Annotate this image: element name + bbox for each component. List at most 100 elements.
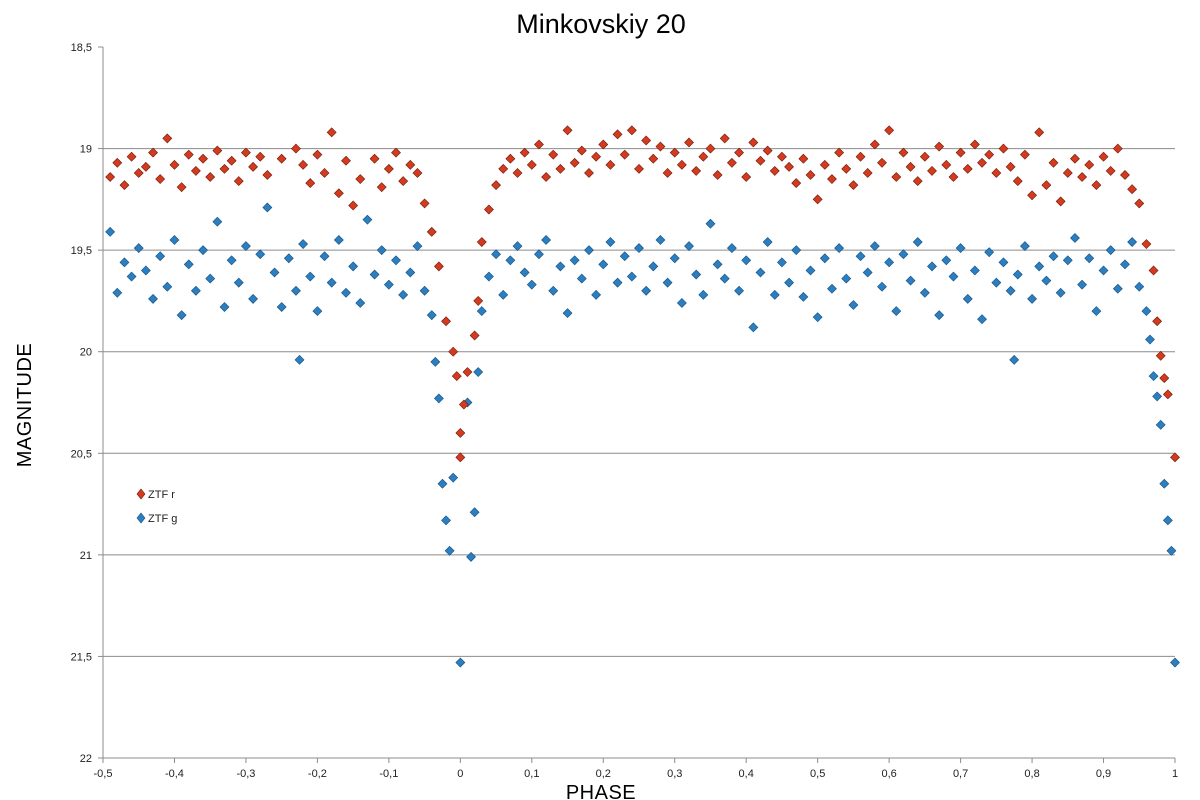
point-ztf-r-109 [877, 157, 887, 168]
point-ztf-g-132 [1005, 285, 1016, 296]
point-ztf-r-116 [927, 165, 937, 176]
point-ztf-g-15 [212, 216, 223, 227]
point-ztf-g-85 [669, 253, 680, 264]
point-ztf-g-36 [355, 298, 366, 308]
point-ztf-g-76 [605, 237, 616, 247]
point-ztf-g-8 [162, 281, 173, 292]
point-ztf-g-99 [769, 289, 780, 300]
point-ztf-g-30 [312, 306, 323, 317]
point-ztf-g-157 [1159, 478, 1170, 489]
point-ztf-r-144 [1127, 184, 1138, 195]
gridlines [103, 148, 1175, 657]
point-ztf-g-75 [598, 259, 609, 270]
point-ztf-r-40 [412, 168, 423, 178]
point-ztf-r-121 [962, 163, 973, 174]
point-ztf-g-150 [1127, 237, 1138, 247]
point-ztf-r-38 [398, 176, 409, 186]
point-ztf-r-9 [169, 159, 180, 170]
point-ztf-r-21 [255, 151, 266, 162]
x-tick-label-4: -0,1 [379, 768, 398, 780]
point-ztf-r-32 [348, 200, 359, 211]
point-ztf-g-63 [512, 241, 523, 252]
point-ztf-g-124 [948, 271, 959, 282]
point-ztf-g-144 [1084, 253, 1095, 264]
point-ztf-g-147 [1105, 245, 1116, 256]
point-ztf-r-75 [634, 163, 644, 174]
point-ztf-r-69 [591, 151, 602, 162]
data-points [105, 125, 1180, 668]
point-ztf-r-84 [698, 151, 709, 162]
point-ztf-g-151 [1134, 281, 1145, 292]
point-ztf-g-72 [576, 273, 587, 284]
x-tick-label-2: -0,3 [236, 768, 255, 780]
point-ztf-r-114 [912, 176, 923, 186]
point-ztf-r-103 [834, 147, 845, 158]
point-ztf-r-73 [619, 149, 630, 160]
point-ztf-g-68 [548, 285, 559, 296]
point-ztf-r-64 [555, 163, 566, 174]
point-ztf-g-129 [984, 247, 995, 258]
point-ztf-r-119 [948, 172, 959, 182]
point-ztf-r-115 [919, 151, 930, 162]
point-ztf-g-74 [591, 289, 602, 300]
legend-label-ztf-g: ZTF g [148, 513, 177, 525]
point-ztf-g-43 [405, 267, 416, 278]
point-ztf-r-5 [140, 161, 151, 172]
point-ztf-g-2 [119, 257, 130, 268]
point-ztf-r-50 [462, 367, 473, 377]
point-ztf-g-108 [834, 243, 845, 254]
x-tick-label-0: -0,5 [94, 768, 113, 780]
y-tick-label-7: 22 [80, 753, 92, 765]
x-tick-label-7: 0,2 [596, 768, 611, 780]
x-tick-label-14: 0,9 [1096, 768, 1111, 780]
point-ztf-g-44 [412, 241, 423, 252]
point-ztf-g-42 [398, 289, 409, 300]
point-ztf-g-127 [969, 265, 980, 276]
point-ztf-r-106 [855, 151, 866, 162]
point-ztf-g-107 [827, 283, 837, 294]
point-ztf-r-63 [548, 149, 559, 160]
point-ztf-g-41 [391, 255, 401, 266]
point-ztf-g-84 [662, 277, 673, 288]
point-ztf-r-8 [162, 133, 173, 144]
point-ztf-r-12 [190, 165, 201, 176]
point-ztf-g-26 [291, 285, 301, 296]
point-ztf-r-129 [1019, 149, 1030, 160]
point-ztf-r-58 [512, 168, 523, 178]
point-ztf-g-86 [676, 298, 687, 308]
point-ztf-g-57 [473, 367, 484, 377]
point-ztf-g-53 [455, 657, 466, 668]
point-ztf-g-133 [1009, 354, 1020, 365]
point-ztf-r-89 [734, 147, 744, 158]
point-ztf-g-23 [269, 267, 280, 278]
point-ztf-r-118 [941, 159, 952, 170]
legend: ZTF r ZTF g [136, 488, 177, 525]
point-ztf-r-51 [469, 330, 480, 341]
point-ztf-r-130 [1027, 190, 1037, 201]
point-ztf-g-92 [719, 273, 730, 284]
point-ztf-g-149 [1120, 259, 1130, 270]
y-tick-label-2: 19,5 [71, 245, 92, 257]
point-ztf-g-11 [183, 259, 194, 270]
y-tick-label-1: 19 [80, 144, 92, 156]
point-ztf-r-137 [1077, 172, 1088, 182]
point-ztf-g-102 [791, 245, 802, 256]
point-ztf-g-156 [1155, 419, 1166, 430]
x-tick-label-3: -0,2 [308, 768, 327, 780]
point-ztf-g-93 [726, 243, 737, 254]
point-ztf-r-76 [641, 135, 652, 146]
point-ztf-g-66 [534, 249, 544, 260]
point-ztf-g-87 [684, 241, 694, 252]
point-ztf-r-39 [405, 159, 416, 170]
point-ztf-r-46 [451, 371, 462, 382]
point-ztf-g-159 [1166, 545, 1177, 556]
point-ztf-g-118 [905, 275, 916, 286]
point-ztf-r-124 [984, 149, 995, 160]
point-ztf-g-142 [1070, 233, 1080, 243]
point-ztf-r-19 [241, 147, 251, 158]
legend-marker-ztf-g [136, 512, 146, 524]
point-ztf-g-52 [448, 472, 459, 483]
point-ztf-r-15 [212, 145, 223, 156]
point-ztf-r-143 [1120, 170, 1130, 180]
point-ztf-g-69 [555, 261, 566, 272]
